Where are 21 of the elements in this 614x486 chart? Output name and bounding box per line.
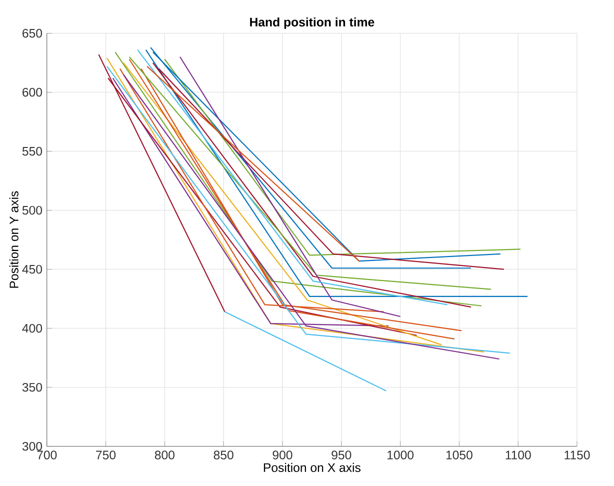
y-tick-label: 300 bbox=[22, 442, 42, 451]
x-tick-label: 750 bbox=[96, 450, 116, 460]
x-tick-label: 1050 bbox=[446, 450, 472, 460]
y-tick-label: 400 bbox=[22, 324, 42, 333]
y-tick-label: 600 bbox=[22, 88, 42, 97]
x-tick-label: 800 bbox=[154, 450, 174, 460]
x-tick-label: 950 bbox=[332, 450, 352, 460]
chart-title: Hand position in time bbox=[250, 18, 374, 30]
x-tick-label: 1000 bbox=[388, 450, 414, 460]
x-tick-label: 900 bbox=[272, 450, 292, 460]
y-tick-label: 450 bbox=[22, 265, 42, 274]
x-tick-label: 1100 bbox=[506, 450, 531, 460]
y-tick-label: 650 bbox=[22, 29, 42, 38]
y-tick-label: 350 bbox=[22, 383, 42, 392]
x-tick-label: 700 bbox=[37, 450, 57, 460]
y-tick-label: 550 bbox=[22, 147, 42, 156]
y-axis-title: Position on Y axis bbox=[9, 191, 18, 288]
x-axis-title: Position on X axis bbox=[264, 463, 360, 472]
x-tick-label: 1150 bbox=[564, 450, 590, 460]
x-tick-label: 850 bbox=[214, 450, 234, 460]
y-tick-label: 500 bbox=[22, 206, 42, 215]
